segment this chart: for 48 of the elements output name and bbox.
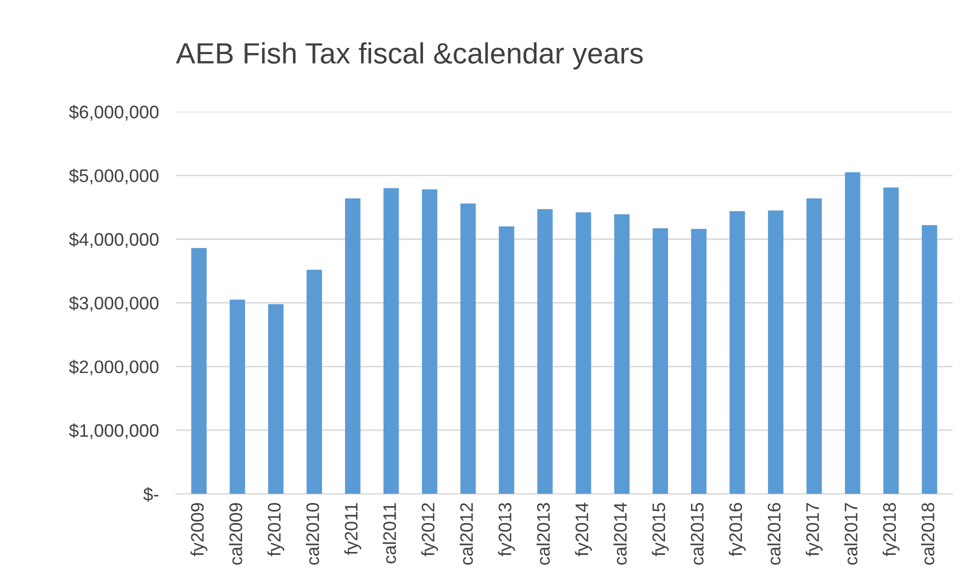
y-tick-label: $3,000,000 — [69, 296, 158, 312]
bar — [844, 172, 860, 494]
x-tick-label: cal2014 — [613, 502, 627, 565]
y-tick-label: $2,000,000 — [69, 360, 158, 376]
x-tick-label: cal2013 — [536, 503, 550, 565]
x-tick-label: cal2017 — [844, 503, 858, 565]
chart-title: AEB Fish Tax fiscal &calendar years — [176, 42, 643, 70]
bar — [806, 198, 822, 494]
x-tick-label: cal2009 — [228, 503, 242, 565]
x-tick-label: fy2011 — [344, 503, 362, 555]
y-tick-label: $5,000,000 — [69, 168, 158, 184]
x-tick-label: cal2016 — [767, 503, 781, 565]
y-tick-label: $4,000,000 — [69, 232, 158, 248]
x-tick-label: cal2018 — [921, 503, 934, 565]
bar — [230, 300, 246, 494]
bar — [883, 188, 899, 494]
bar — [306, 270, 322, 494]
bar — [191, 248, 207, 494]
bar — [614, 214, 630, 494]
x-tick-label: cal2015 — [690, 503, 704, 565]
bar — [730, 211, 745, 494]
bar — [498, 226, 514, 494]
x-tick-label: fy2015 — [652, 503, 669, 556]
bar — [345, 198, 360, 494]
bar — [422, 189, 438, 494]
y-tick-label: $6,000,000 — [69, 104, 158, 121]
bar — [922, 225, 938, 494]
bar — [652, 228, 668, 494]
bar — [768, 210, 784, 494]
x-tick-label: cal2010 — [306, 502, 320, 565]
bar — [691, 228, 706, 494]
x-tick-label: fy2010 — [267, 502, 284, 556]
x-tick-label: fy2018 — [882, 503, 900, 556]
bar — [576, 212, 592, 494]
x-tick-label: fy2017 — [806, 503, 823, 556]
y-tick-label: $- — [143, 487, 158, 502]
x-tick-label: fy2013 — [498, 503, 515, 556]
bar — [460, 203, 476, 494]
x-tick-label: cal2011 — [382, 503, 396, 564]
x-tick-label: fy2009 — [190, 503, 208, 556]
bar — [268, 304, 284, 494]
x-tick-label: fy2016 — [728, 503, 746, 556]
bar — [537, 209, 553, 494]
x-tick-label: fy2014 — [575, 502, 592, 556]
y-tick-label: $1,000,000 — [69, 423, 158, 440]
x-tick-label: cal2012 — [460, 503, 473, 565]
bar — [383, 188, 399, 494]
x-tick-label: fy2012 — [421, 503, 438, 556]
